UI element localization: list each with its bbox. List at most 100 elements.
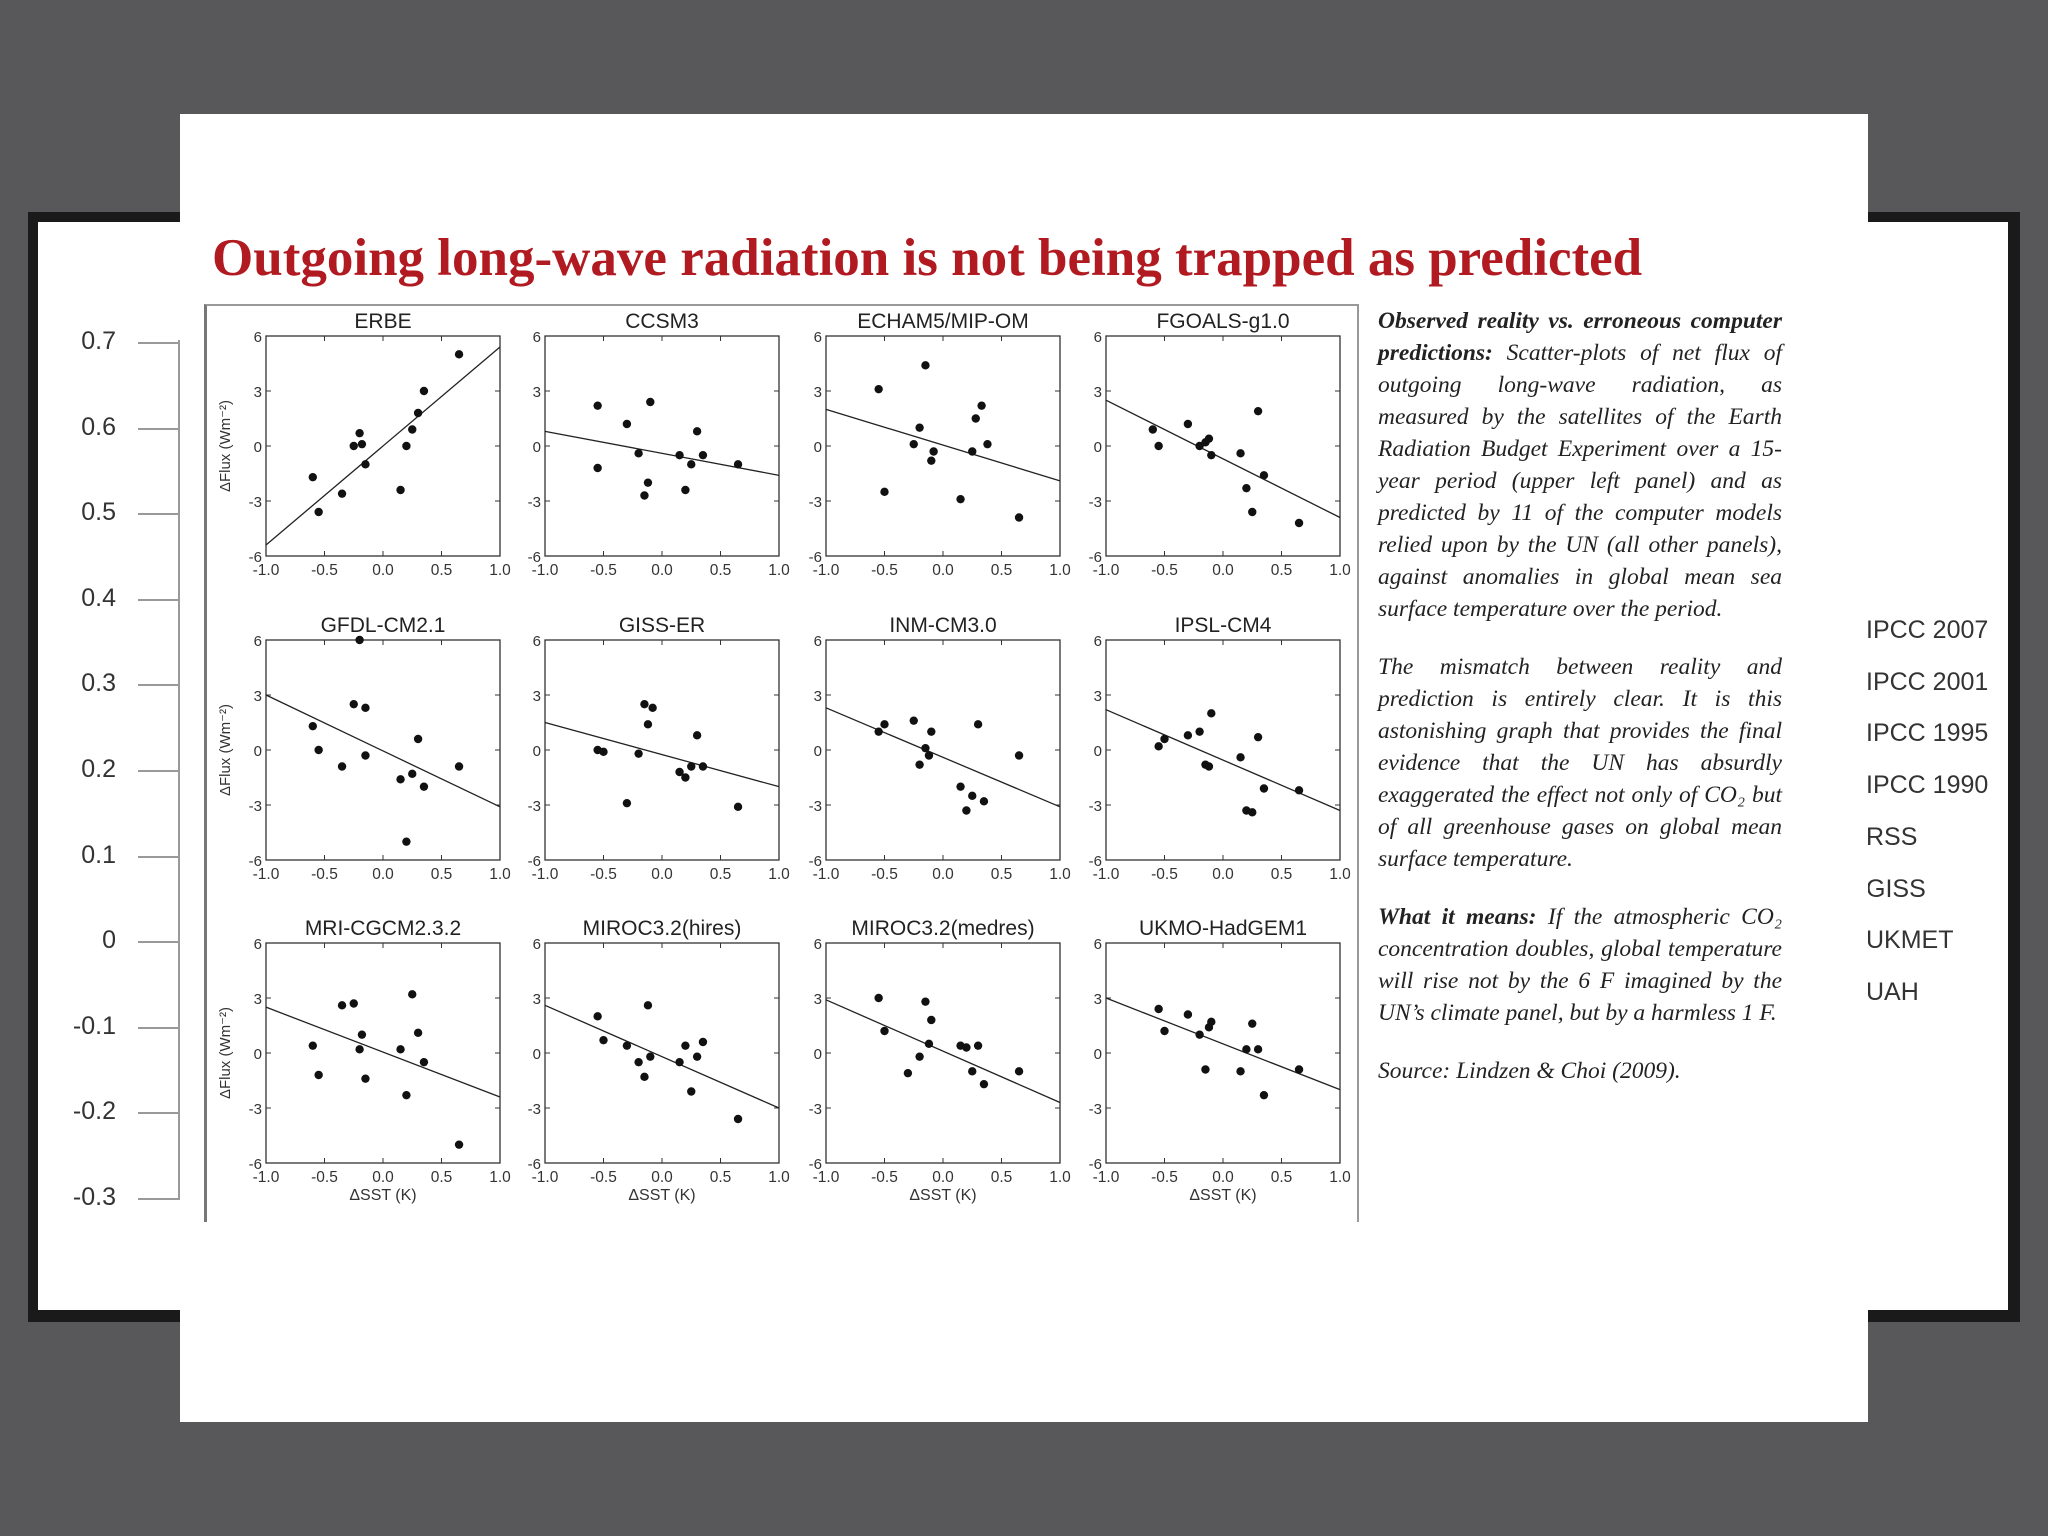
data-point (1204, 762, 1214, 771)
data-point (622, 1041, 632, 1050)
data-point (675, 767, 684, 777)
data-point (419, 782, 429, 791)
data-point (646, 397, 655, 407)
data-point (337, 762, 347, 771)
data-point (973, 720, 983, 729)
x-tick-label: -1.0 (532, 562, 559, 579)
x-axis-label: ΔSST (K) (1189, 1187, 1256, 1204)
data-point (915, 760, 924, 769)
data-point (880, 487, 889, 497)
scatter-panel: IPSL-CM4 6 3 0 -3 -6-1.0 -0.5 0.0 0.5 1.0 (1089, 614, 1351, 883)
regression-line (1105, 709, 1341, 812)
background-y-tick-label: 0.2 (81, 755, 116, 783)
x-tick-label: -0.5 (1151, 866, 1178, 883)
data-point (402, 441, 411, 451)
x-tick-label: 1.0 (1049, 1169, 1071, 1186)
x-tick-label: -0.5 (871, 866, 898, 883)
data-point (634, 449, 643, 458)
y-axis-label: ΔFlux (Wm⁻²) (217, 704, 234, 796)
data-point (1248, 507, 1257, 517)
background-y-tick-label: -0.3 (72, 1183, 116, 1211)
data-point (874, 993, 883, 1003)
x-axis-label: ΔSST (K) (349, 1187, 416, 1204)
data-point (979, 797, 989, 806)
y-tick-label: 0 (1094, 743, 1102, 760)
data-point (1014, 513, 1024, 522)
x-tick-label: -1.0 (253, 562, 280, 579)
data-point (308, 721, 317, 731)
data-point (454, 1140, 464, 1149)
data-point (1204, 434, 1214, 443)
data-point (634, 1057, 643, 1067)
scatter-panel: MIROC3.2(medres) 6 3 0 -3 -6-1.0 -0.5 0.0 0.5 1.0… (809, 917, 1071, 1204)
data-point (337, 1001, 347, 1010)
x-tick-label: 1.0 (768, 562, 790, 579)
scatter-panel: GFDL-CM2.1 6 3 0 -3 -6-1.0 -0.5 0.0 0.5 1.0 ΔFlux … (217, 614, 511, 883)
x-tick-label: 0.0 (1212, 866, 1234, 883)
background-y-tick-line (138, 855, 180, 858)
scatter-panel: GISS-ER 6 3 0 -3 -6-1.0 -0.5 0.0 0.5 1.0 (528, 614, 790, 883)
regression-line (544, 430, 780, 476)
y-axis-label: ΔFlux (Wm⁻²) (217, 400, 234, 492)
y-tick-label: 3 (254, 384, 262, 401)
data-point (357, 1030, 367, 1039)
data-point (413, 1028, 423, 1038)
x-tick-label: 0.5 (710, 562, 732, 579)
y-tick-label: 3 (814, 384, 822, 401)
y-tick-label: 6 (814, 329, 822, 346)
data-point (921, 997, 930, 1006)
x-tick-label: -0.5 (871, 1169, 898, 1186)
caption-paragraph-1: Observed reality vs. erroneous computer … (1378, 305, 1782, 625)
y-tick-label: 6 (533, 633, 541, 650)
data-point (1195, 1030, 1204, 1039)
y-tick-label: 6 (254, 633, 262, 650)
x-tick-label: 0.0 (651, 562, 673, 579)
data-point (419, 386, 429, 396)
y-tick-label: -6 (1089, 1156, 1102, 1173)
data-point (903, 1068, 913, 1078)
x-tick-label: -1.0 (253, 1169, 280, 1186)
y-tick-label: -6 (809, 549, 822, 566)
y-tick-label: 6 (533, 936, 541, 953)
data-point (593, 1012, 602, 1021)
x-tick-label: 0.0 (372, 562, 394, 579)
x-tick-label: 0.5 (431, 866, 453, 883)
x-tick-label: -1.0 (1093, 562, 1120, 579)
y-tick-label: 0 (533, 1046, 541, 1063)
y-tick-label: 3 (1094, 384, 1102, 401)
scatter-panel: CCSM3 6 3 0 -3 -6-1.0 -0.5 0.0 0.5 1.0 (528, 310, 790, 579)
x-axis-label: ΔSST (K) (909, 1187, 976, 1204)
data-point (733, 1114, 743, 1124)
data-point (1236, 1067, 1245, 1076)
data-point (599, 747, 608, 757)
background-y-tick-label: 0.7 (81, 327, 116, 355)
data-point (915, 423, 924, 432)
data-point (692, 731, 702, 740)
data-point (909, 439, 918, 449)
scatter-panel: FGOALS-g1.0 6 3 0 -3 -6-1.0 -0.5 0.0 0.5 1.0 (1089, 310, 1351, 579)
data-point (973, 1041, 983, 1050)
x-tick-label: 1.0 (1049, 866, 1071, 883)
panel-title: MRI-CGCM2.3.2 (305, 917, 461, 940)
background-legend-item: IPCC 2001 (1866, 667, 1989, 696)
y-tick-label: 6 (814, 936, 822, 953)
regression-line (265, 346, 501, 546)
x-axis-label: ΔSST (K) (628, 1187, 695, 1204)
data-point (357, 439, 367, 449)
regression-line (1105, 399, 1341, 519)
data-point (1242, 483, 1251, 493)
y-tick-label: -3 (249, 798, 262, 815)
data-point (927, 1015, 936, 1025)
background-y-tick-line (138, 770, 180, 772)
y-tick-label: 3 (254, 991, 262, 1008)
x-tick-label: 0.0 (372, 1169, 394, 1186)
x-tick-label: 1.0 (1329, 1169, 1351, 1186)
data-point (396, 1045, 405, 1054)
x-tick-label: 0.5 (710, 866, 732, 883)
panel-title: IPSL-CM4 (1175, 614, 1272, 637)
panel-frame (544, 335, 780, 557)
x-tick-label: 0.5 (991, 866, 1013, 883)
x-tick-label: 1.0 (489, 1169, 511, 1186)
data-point (687, 460, 696, 469)
